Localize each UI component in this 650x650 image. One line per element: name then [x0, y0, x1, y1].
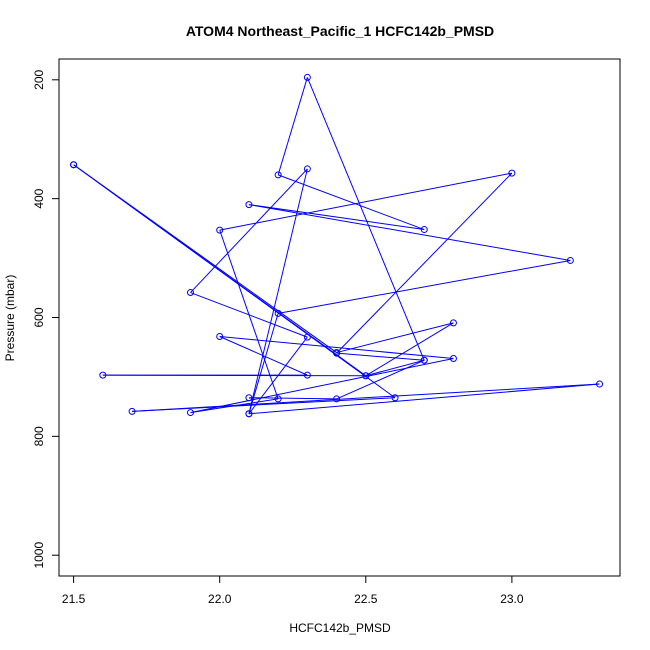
x-tick-label: 22.0	[208, 592, 232, 606]
data-point	[449, 355, 457, 363]
series-segment	[248, 397, 337, 400]
data-point	[274, 309, 282, 317]
data-point	[99, 371, 107, 379]
y-axis: 200 400 600 800 1000	[32, 69, 60, 569]
data-point	[449, 319, 457, 327]
series-segment	[277, 77, 308, 176]
series-segment	[336, 322, 454, 354]
data-point	[70, 161, 78, 169]
data-point	[216, 333, 224, 341]
x-tick-label: 23.0	[500, 592, 524, 606]
chart-title: ATOM4 Northeast_Pacific_1 HCFC142b_PMSD	[186, 23, 494, 39]
series-layer	[70, 73, 604, 418]
data-point	[508, 169, 516, 177]
x-axis: 21.5 22.0 22.5 23.0	[62, 575, 524, 606]
data-point	[245, 201, 253, 209]
data-point	[596, 380, 604, 388]
data-point	[186, 289, 194, 297]
series-segment	[190, 358, 454, 414]
data-point	[333, 349, 341, 357]
data-point	[333, 395, 341, 403]
data-point	[216, 226, 224, 234]
series-segment	[73, 164, 367, 377]
data-point	[303, 333, 311, 341]
series-segment	[219, 229, 279, 400]
series-segment	[365, 322, 454, 377]
series-segment	[336, 172, 513, 354]
series-segment	[336, 352, 425, 361]
x-tick-label: 21.5	[62, 592, 86, 606]
data-point	[274, 171, 282, 179]
y-axis-label: Pressure (mbar)	[3, 275, 17, 362]
series-segment	[306, 77, 425, 361]
series-segment	[219, 172, 512, 231]
series-segment	[102, 374, 366, 377]
x-tick-label: 22.5	[354, 592, 378, 606]
data-point	[245, 394, 253, 402]
y-tick-label: 600	[32, 307, 46, 327]
plot-frame	[58, 58, 621, 577]
data-point	[420, 356, 428, 364]
series-segment	[248, 204, 571, 261]
data-point	[391, 394, 399, 402]
series-segment	[336, 359, 425, 400]
data-point	[303, 73, 311, 81]
series-segment	[365, 359, 425, 377]
data-point	[362, 372, 370, 380]
data-point	[303, 165, 311, 173]
x-axis-label: HCFC142b_PMSD	[289, 621, 391, 635]
data-point	[566, 256, 574, 264]
series-segment	[248, 313, 279, 414]
series-segment	[219, 336, 308, 376]
series-segment	[278, 259, 571, 314]
series-segment	[219, 336, 454, 360]
data-point	[128, 407, 136, 415]
data-point	[245, 410, 253, 418]
y-tick-label: 800	[32, 426, 46, 446]
y-tick-label: 200	[32, 69, 46, 89]
series-segment	[190, 168, 308, 293]
series-segment	[132, 383, 600, 412]
y-tick-label: 1000	[32, 542, 46, 569]
data-point	[274, 395, 282, 403]
y-tick-label: 400	[32, 188, 46, 208]
data-point	[186, 409, 194, 417]
series-segment	[277, 174, 425, 231]
data-point	[303, 371, 311, 379]
series-segment	[248, 204, 425, 231]
data-point	[420, 226, 428, 234]
series-segment	[248, 383, 600, 415]
series-segment	[248, 168, 308, 414]
series-segment	[190, 398, 279, 414]
